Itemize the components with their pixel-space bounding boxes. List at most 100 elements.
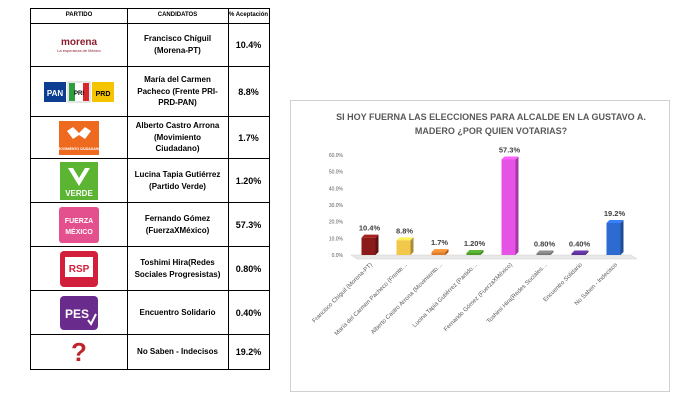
y-tick-label: 60.0%: [329, 153, 344, 159]
svg-text:RSP: RSP: [69, 264, 90, 275]
y-tick-label: 10.0%: [329, 236, 344, 242]
bar-top: [396, 237, 414, 241]
col-divider: [127, 9, 128, 369]
table-row: MOVIMIENTO CIUDADANO Alberto Castro Arro…: [31, 117, 269, 159]
bar-side: [585, 250, 589, 255]
bar-side: [445, 249, 449, 255]
x-tick-label: Francisco Chíguil (Morena-PT): [312, 262, 374, 324]
y-tick-label: 20.0%: [329, 220, 344, 226]
bar: [431, 252, 446, 255]
candidate-name: Fernando Gómez (FuerzaXMéxico): [144, 213, 211, 235]
bar-top: [466, 250, 484, 253]
data-label: 0.40%: [569, 240, 591, 249]
fuerza-mexico-logo: FUERZA MÉXICO: [31, 203, 127, 246]
svg-text:MÉXICO: MÉXICO: [65, 227, 93, 236]
bar: [396, 240, 411, 255]
x-tick-label: Alberto Castro Arrona (Movimiento…: [370, 262, 444, 336]
data-label: 1.7%: [431, 238, 448, 247]
data-label: 57.3%: [499, 146, 521, 155]
svg-text:VERDE: VERDE: [65, 189, 93, 198]
table-row: morena La esperanza de México Francisco …: [31, 23, 269, 67]
y-tick-label: 30.0%: [329, 203, 344, 209]
bar-side: [515, 156, 519, 255]
x-tick-label: Lucina Tapia Gutiérrez (Partido…: [412, 262, 479, 329]
redes-sociales-progresistas-logo-icon: RSP: [60, 250, 98, 287]
y-tick-label: 0.0%: [332, 253, 344, 259]
bar-side: [375, 234, 379, 255]
rsp-logo: RSP: [31, 247, 127, 290]
acceptance-percent: 19.2%: [235, 347, 262, 357]
bar-top: [571, 250, 589, 254]
morena-logo-text: morena: [60, 36, 98, 48]
acceptance-percent: 0.40%: [235, 307, 262, 318]
x-tick-label: Toshimi Hira(Redes Sociales…: [486, 262, 549, 325]
candidate-name: Toshimi Hira(Redes Sociales Progresistas…: [134, 257, 221, 279]
y-tick-label: 40.0%: [329, 186, 344, 192]
mc-logo: MOVIMIENTO CIUDADANO: [31, 117, 127, 158]
data-label: 19.2%: [604, 209, 626, 218]
x-tick-label: Encuentro Solidario: [543, 262, 585, 304]
x-tick-label: Fernando Gómez (FuerzaXMéxico): [443, 262, 514, 333]
bar-top: [431, 249, 449, 253]
bar-chart: 0.0% 10.0% 20.0% 30.0% 40.0% 50.0% 60.0% 10.4% F…: [312, 146, 638, 337]
data-label: 10.4%: [359, 224, 381, 233]
bar: [466, 253, 481, 255]
bar-side: [480, 250, 484, 255]
x-tick-label: María del Carmen Pacheco (Frente…: [334, 262, 409, 337]
table-row: PES Encuentro Solidario 0.40%: [31, 291, 269, 335]
svg-text:PRD: PRD: [96, 91, 111, 98]
chart-floor: [350, 254, 638, 260]
pan-pri-prd-logo: PAN PRI PRD: [31, 67, 127, 116]
coalition-logo-icon: PAN PRI PRD: [44, 81, 114, 102]
bar: [536, 253, 551, 255]
svg-text:PRI: PRI: [74, 91, 84, 97]
header-partido: PARTIDO: [65, 12, 93, 18]
acceptance-percent: 8.8%: [238, 86, 259, 97]
bar: [606, 223, 621, 255]
table-row: ? No Saben - Indecisos 19.2%: [31, 335, 269, 369]
table-row: VERDE Lucina Tapia Gutiérrez (Partido Ve…: [31, 159, 269, 203]
fuerza-mexico-logo-icon: FUERZA MÉXICO: [59, 206, 99, 243]
chart-panel: SI HOY FUERNA LAS ELECCIONES PARA ALCALD…: [290, 100, 670, 392]
svg-text:PES: PES: [65, 307, 89, 321]
table-header: PARTIDO CANDIDATOS % Aceptación: [31, 9, 269, 24]
acceptance-percent: 57.3%: [235, 219, 262, 230]
data-label: 1.20%: [464, 239, 486, 248]
table-row: RSP Toshimi Hira(Redes Sociales Progresi…: [31, 247, 269, 291]
bar-side: [410, 237, 414, 255]
candidate-name: No Saben - Indecisos: [137, 347, 218, 357]
encuentro-solidario-logo-icon: PES: [60, 295, 98, 330]
candidate-name: Alberto Castro Arrona (Movimiento Ciudad…: [135, 121, 220, 154]
morena-logo-sub: La esperanza de México: [57, 47, 101, 53]
header-aceptacion: % Aceptación: [228, 12, 269, 18]
svg-text:FUERZA: FUERZA: [65, 218, 93, 225]
bar: [501, 159, 516, 255]
candidate-name: María del Carmen Pacheco (Frente PRI-PRD…: [137, 75, 218, 108]
candidate-name: Lucina Tapia Gutiérrez (Partido Verde): [134, 169, 221, 191]
data-label: 0.80%: [534, 240, 556, 249]
bar-top: [501, 156, 519, 160]
col-divider: [228, 9, 229, 369]
bar-top: [606, 220, 624, 223]
data-label: 8.8%: [396, 226, 413, 235]
acceptance-percent: 10.4%: [235, 39, 262, 50]
svg-text:MOVIMIENTO CIUDADANO: MOVIMIENTO CIUDADANO: [59, 147, 99, 151]
bar-side: [550, 250, 554, 255]
acceptance-percent: 0.80%: [235, 263, 262, 274]
acceptance-percent: 1.20%: [235, 175, 262, 186]
pes-logo: PES: [31, 291, 127, 334]
bar: [361, 237, 376, 255]
morena-logo: morena La esperanza de México: [31, 23, 127, 66]
verde-logo: VERDE: [31, 159, 127, 202]
partido-verde-logo-icon: VERDE: [60, 161, 98, 200]
table-row: PAN PRI PRD María del Carmen Pacheco (Fr…: [31, 67, 269, 117]
bar-top: [536, 250, 554, 254]
y-tick-label: 50.0%: [329, 170, 344, 176]
acceptance-percent: 1.7%: [238, 132, 259, 143]
question-mark-icon: ?: [71, 337, 87, 367]
svg-text:PAN: PAN: [47, 89, 64, 98]
bar-top: [361, 234, 379, 238]
bar-side: [620, 220, 624, 255]
question-mark-logo: ?: [31, 335, 127, 369]
chart-title: SI HOY FUERNA LAS ELECCIONES PARA ALCALD…: [336, 112, 646, 136]
